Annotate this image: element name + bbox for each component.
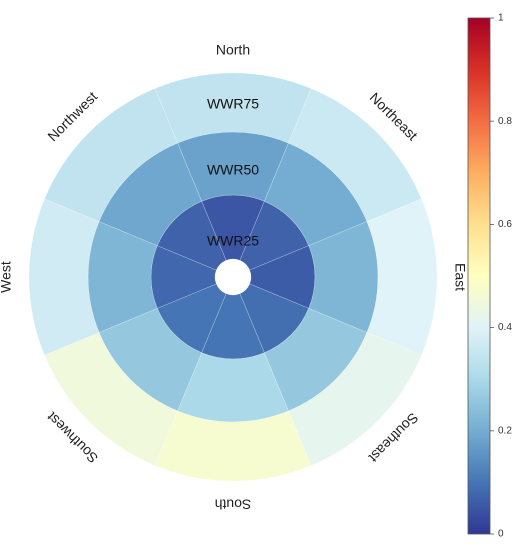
colorbar-gradient — [467, 17, 491, 535]
colorbar-ticks: 0 0.2 0.4 0.6 0.8 1 — [490, 13, 512, 540]
cell-wwr75-north — [154, 72, 312, 144]
ring-label-wwr50: WWR50 — [207, 162, 259, 178]
sector-cells — [28, 72, 438, 482]
colorbar-tick-label: 0.6 — [498, 219, 512, 230]
cell-wwr75-west — [28, 198, 100, 356]
direction-label-east: East — [452, 263, 468, 291]
center-hole — [215, 259, 251, 295]
colorbar-tick-label: 0.8 — [498, 116, 512, 127]
colorbar-tick-label: 0 — [498, 529, 504, 540]
cell-wwr75-northwest — [44, 88, 178, 222]
direction-label-south: South — [215, 496, 252, 512]
ring-label-wwr75: WWR75 — [207, 96, 259, 112]
cell-wwr75-east — [366, 198, 438, 356]
cell-wwr75-south — [154, 410, 312, 482]
ring-label-wwr25: WWR25 — [207, 233, 259, 249]
colorbar-tick-label: 0.2 — [498, 425, 512, 436]
colorbar: 0 0.2 0.4 0.6 0.8 1 — [467, 13, 512, 540]
direction-label-north: North — [216, 42, 250, 58]
ring-labels: WWR25 WWR50 WWR75 — [207, 96, 259, 249]
direction-label-west: West — [0, 261, 14, 293]
colorbar-tick-label: 0.4 — [498, 322, 512, 333]
colorbar-tick-label: 1 — [498, 13, 504, 24]
